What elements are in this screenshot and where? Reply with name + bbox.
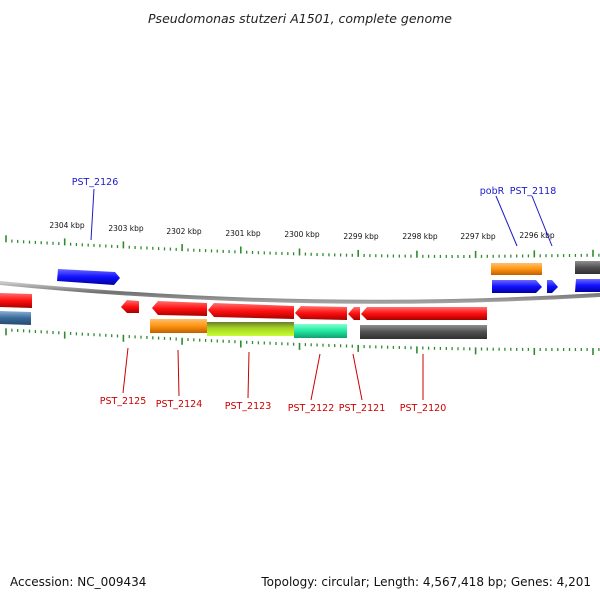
genome-title: Pseudomonas stutzeri A1501, complete gen… <box>148 11 452 26</box>
upper-tick-ring <box>5 235 600 258</box>
leader-pst-2124 <box>177 349 180 397</box>
leader-pst-2121 <box>352 353 363 401</box>
leader-pst-2118 <box>531 195 553 247</box>
leader-pst-2125 <box>122 347 129 394</box>
label-pst-2126[interactable]: PST_2126 <box>72 177 119 188</box>
gene-pst-2120[interactable] <box>361 307 487 320</box>
gene-edge-gray[interactable] <box>575 261 600 274</box>
gene-pobr[interactable] <box>491 263 542 275</box>
leader-pst-2123 <box>247 351 250 399</box>
leader-pst-2126 <box>90 188 95 241</box>
scale-label-2298: 2298 kbp <box>402 232 438 241</box>
gene-pst-2124-orange[interactable] <box>150 319 207 333</box>
scale-label-2296: 2296 kbp <box>519 231 555 240</box>
label-pst-2123[interactable]: PST_2123 <box>225 401 272 412</box>
leader-pst-2122 <box>310 353 321 401</box>
gene-labels: PST_2126 pobR PST_2118 PST_2125 PST_2124… <box>72 177 557 414</box>
scale-label-2299: 2299 kbp <box>343 232 379 241</box>
gene-pst-2122-teal[interactable] <box>294 324 347 338</box>
gene-pst-2126[interactable] <box>57 269 120 285</box>
label-pst-2124[interactable]: PST_2124 <box>156 399 203 410</box>
gene-small-blue[interactable] <box>547 280 558 293</box>
label-pst-2121[interactable]: PST_2121 <box>339 403 386 414</box>
lower-tick-ring <box>5 328 600 355</box>
label-pst-2118[interactable]: PST_2118 <box>510 186 557 197</box>
scale-labels: 2304 kbp 2303 kbp 2302 kbp 2301 kbp 2300… <box>49 221 555 241</box>
gene-pst-2123-lime[interactable] <box>207 322 294 336</box>
gene-pst-2122[interactable] <box>295 306 347 320</box>
accession-text: Accession: NC_009434 <box>10 575 146 589</box>
scale-label-2300: 2300 kbp <box>284 230 320 239</box>
scale-label-2304: 2304 kbp <box>49 221 85 230</box>
gene-edge-red[interactable] <box>0 293 32 308</box>
gene-edge-blue[interactable] <box>575 279 600 292</box>
scale-label-2301: 2301 kbp <box>225 229 261 238</box>
label-pst-2120[interactable]: PST_2120 <box>400 403 447 414</box>
forward-strand-genes <box>57 261 600 293</box>
gene-pst-2120-gray[interactable] <box>360 325 487 339</box>
label-pst-2125[interactable]: PST_2125 <box>100 396 147 407</box>
scale-label-2297: 2297 kbp <box>460 232 496 241</box>
label-pst-2122[interactable]: PST_2122 <box>288 403 335 414</box>
gene-edge-steel[interactable] <box>0 311 31 325</box>
topology-text: Topology: circular; Length: 4,567,418 bp… <box>260 575 591 589</box>
scale-label-2302: 2302 kbp <box>166 227 202 236</box>
gene-pst-2124[interactable] <box>152 301 207 316</box>
reverse-strand-genes <box>0 293 487 339</box>
gene-pst-2118[interactable] <box>492 280 542 293</box>
scale-label-2303: 2303 kbp <box>108 224 144 233</box>
genome-backbone <box>0 281 600 304</box>
gene-pst-2121[interactable] <box>348 307 360 320</box>
label-pobr[interactable]: pobR <box>480 186 505 197</box>
leader-pobr <box>495 195 518 247</box>
leader-lines <box>90 188 553 401</box>
gene-pst-2125[interactable] <box>121 300 139 313</box>
gene-pst-2123[interactable] <box>208 303 294 319</box>
